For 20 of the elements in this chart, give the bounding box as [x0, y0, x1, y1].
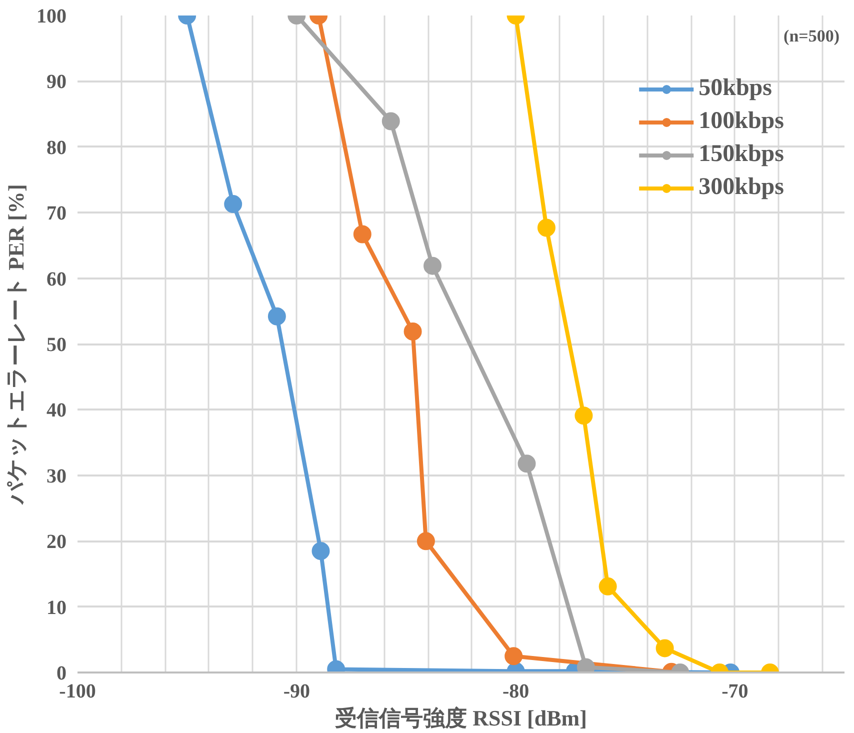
- annotation: (n=500): [784, 26, 840, 46]
- x-tick-label: -80: [502, 680, 530, 702]
- x-axis-title: 受信信号強度 RSSI [dBm]: [335, 706, 587, 730]
- y-tick-label: 50: [46, 334, 66, 356]
- y-tick-label: 40: [46, 400, 66, 422]
- y-tick-label: 70: [46, 202, 66, 225]
- y-tick-label: 80: [46, 136, 66, 159]
- legend-label: 300kbps: [698, 174, 784, 201]
- y-tick-label: 90: [46, 71, 66, 94]
- y-tick-label: 20: [46, 531, 66, 554]
- x-tick-label: -70: [722, 680, 748, 702]
- y-axis-title: パケットエラーレート PER [%]: [4, 184, 28, 505]
- y-tick-label: 60: [46, 268, 66, 290]
- y-tick-label: 100: [36, 6, 66, 28]
- y-tick-label: 10: [46, 596, 66, 619]
- legend-label: 50kbps: [698, 75, 772, 102]
- legend-label: 100kbps: [698, 108, 784, 135]
- y-tick-label: 30: [46, 465, 66, 488]
- legend-label: 150kbps: [698, 141, 784, 168]
- x-tick-label: -90: [283, 680, 310, 702]
